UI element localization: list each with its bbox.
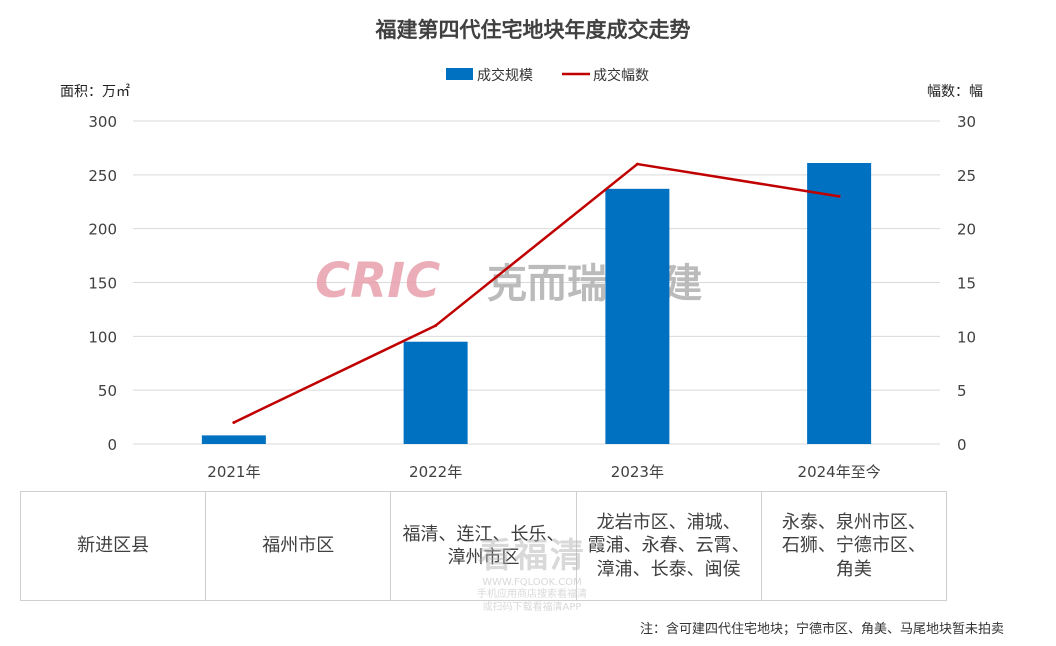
table-cell-2024: 永泰、泉州市区、 石狮、宁德市区、 角美	[760, 491, 948, 601]
y-axis-left-label: 面积：万㎡	[60, 84, 130, 100]
table-cell-2022: 福清、连江、长乐、 漳州市区	[390, 491, 577, 601]
y-ticks-left: 0 50 100 150 200 250 300	[88, 113, 117, 454]
bar	[807, 162, 872, 445]
line-point	[434, 324, 438, 328]
bar	[201, 435, 266, 444]
table-row: 新进区县 福州市区 福清、连江、长乐、 漳州市区 龙岩市区、浦城、 霞浦、永春、…	[19, 491, 948, 601]
x-tick-label: 2022年	[409, 463, 462, 481]
watermark-brand-latin: CRIC	[315, 253, 440, 309]
y-ticks-right: 0 5 10 15 20 25 30	[957, 113, 976, 454]
table-row-label: 新进区县	[19, 491, 207, 601]
y-tick-left-label: 150	[88, 275, 117, 293]
line-point	[635, 162, 639, 166]
bar-series	[201, 162, 872, 445]
line-point	[232, 420, 236, 424]
table-cell-2021: 福州市区	[205, 491, 392, 601]
legend-swatch-bar	[446, 68, 473, 80]
line-path	[233, 162, 840, 424]
y-tick-right-label: 25	[957, 167, 976, 185]
x-tick-label: 2023年	[611, 463, 664, 481]
y-tick-left-label: 300	[88, 113, 117, 131]
gridlines	[133, 120, 940, 445]
watermark-brand-zh: 克而瑞·福建	[487, 261, 702, 307]
watermark-fqlook-line2: 或扫码下载看福清APP	[482, 602, 582, 613]
y-tick-left-label: 250	[88, 167, 117, 185]
legend-label-line: 成交幅数	[593, 67, 649, 84]
legend-label-bar: 成交规模	[477, 67, 533, 84]
y-tick-right-label: 5	[957, 382, 967, 400]
y-tick-left-label: 100	[88, 328, 117, 346]
bar	[403, 341, 468, 444]
line-series	[232, 162, 841, 424]
bar	[605, 188, 670, 444]
y-tick-right-label: 0	[957, 436, 967, 454]
x-tick-label: 2024年至今	[798, 463, 881, 481]
y-tick-left-label: 0	[107, 436, 117, 454]
y-tick-left-label: 200	[88, 221, 117, 239]
chart: 福建第四代住宅地块年度成交走势 成交规模 成交幅数 面积：万㎡ 幅数：幅 050…	[60, 18, 983, 481]
y-tick-right-label: 20	[957, 221, 976, 239]
table-cell-2023: 龙岩市区、浦城、 霞浦、永春、云霄、 漳浦、长泰、闽侯	[575, 491, 762, 601]
legend: 成交规模 成交幅数	[446, 67, 649, 84]
y-tick-right-label: 10	[957, 328, 976, 346]
x-tick-label: 2021年	[207, 463, 260, 481]
y-tick-left-label: 50	[98, 382, 117, 400]
chart-title: 福建第四代住宅地块年度成交走势	[375, 18, 691, 42]
y-tick-right-label: 15	[957, 275, 976, 293]
x-ticks: 2021年 2022年 2023年 2024年至今	[207, 463, 880, 481]
regions-table: 新进区县 福州市区 福清、连江、长乐、 漳州市区 龙岩市区、浦城、 霞浦、永春、…	[19, 491, 948, 601]
footnote: 注：含可建四代住宅地块；宁德市区、角美、马尾地块暂未拍卖	[639, 622, 1004, 637]
y-tick-right-label: 30	[957, 113, 976, 131]
y-axis-right-label: 幅数：幅	[927, 84, 983, 100]
line-point	[837, 194, 841, 198]
